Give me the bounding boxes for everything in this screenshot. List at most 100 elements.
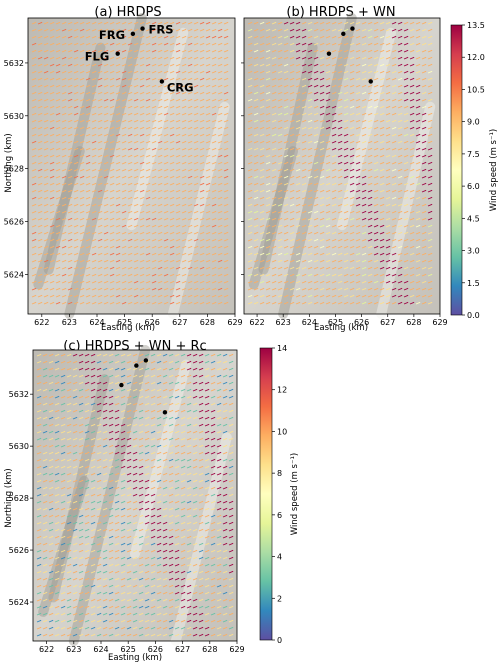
wind-vector	[259, 126, 265, 130]
wind-vector	[133, 119, 139, 123]
wind-vector	[174, 381, 180, 385]
wind-vector	[163, 98, 169, 102]
wind-vector	[168, 423, 174, 427]
wind-vector	[108, 444, 114, 448]
wind-vector	[79, 280, 85, 284]
wind-vector	[186, 605, 192, 609]
wind-vector	[114, 388, 120, 392]
wind-vector	[55, 70, 61, 74]
wind-vector	[192, 353, 198, 357]
wind-vector	[325, 21, 331, 25]
wind-vector	[127, 217, 133, 221]
x-tick-label: 626	[145, 318, 160, 327]
wind-vector	[84, 542, 90, 546]
wind-vector	[109, 133, 115, 137]
wind-vector	[367, 182, 373, 186]
wind-vector	[409, 217, 415, 221]
wind-vector	[66, 493, 72, 497]
wind-vector	[301, 196, 307, 200]
wind-vector	[144, 626, 150, 630]
wind-vector	[216, 409, 222, 413]
wind-vector	[217, 287, 223, 291]
wind-vector	[174, 500, 180, 504]
wind-vector	[67, 280, 73, 284]
wind-vector	[132, 416, 138, 420]
wind-vector	[397, 91, 403, 95]
wind-vector	[169, 175, 175, 179]
wind-vector	[403, 224, 409, 228]
wind-vector	[421, 42, 427, 46]
wind-vector	[247, 231, 253, 235]
wind-vector	[126, 444, 132, 448]
wind-vector	[174, 563, 180, 567]
wind-vector	[259, 182, 265, 186]
colorbar-tick-label: 12	[277, 386, 287, 395]
wind-vector	[277, 175, 283, 179]
wind-vector	[277, 133, 283, 137]
wind-vector	[150, 542, 156, 546]
wind-vector	[36, 542, 42, 546]
wind-vector	[91, 119, 97, 123]
wind-vector	[355, 175, 361, 179]
wind-vector	[216, 577, 222, 581]
y-tick-label: 5630	[9, 442, 29, 451]
wind-vector	[162, 423, 168, 427]
wind-vector	[385, 98, 391, 102]
wind-vector	[66, 486, 72, 490]
wind-vector	[151, 42, 157, 46]
wind-vector	[109, 280, 115, 284]
wind-vector	[216, 472, 222, 476]
wind-vector	[127, 112, 133, 116]
wind-vector	[175, 252, 181, 256]
wind-vector	[115, 28, 121, 32]
wind-vector	[211, 56, 217, 60]
wind-vector	[132, 570, 138, 574]
wind-vector	[253, 105, 259, 109]
wind-vector	[319, 91, 325, 95]
wind-vector	[397, 203, 403, 207]
wind-vector	[36, 619, 42, 623]
wind-vector	[361, 154, 367, 158]
wind-vector	[427, 217, 433, 221]
wind-vector	[175, 140, 181, 144]
wind-vector	[31, 168, 37, 172]
wind-vector	[96, 549, 102, 553]
wind-vector	[115, 175, 121, 179]
wind-vector	[198, 374, 204, 378]
wind-vector	[223, 49, 229, 53]
wind-vector	[217, 301, 223, 305]
wind-vector	[168, 570, 174, 574]
wind-vector	[132, 577, 138, 581]
wind-vector	[355, 105, 361, 109]
wind-vector	[36, 416, 42, 420]
wind-vector	[205, 126, 211, 130]
wind-vector	[204, 500, 210, 504]
wind-vector	[355, 182, 361, 186]
wind-vector	[265, 70, 271, 74]
wind-vector	[295, 280, 301, 284]
wind-vector	[144, 577, 150, 581]
wind-vector	[150, 605, 156, 609]
wind-vector	[319, 119, 325, 123]
wind-vector	[216, 479, 222, 483]
wind-vector	[277, 84, 283, 88]
wind-vector	[271, 301, 277, 305]
wind-vector	[66, 542, 72, 546]
wind-vector	[211, 266, 217, 270]
wind-vector	[79, 161, 85, 165]
wind-vector	[60, 605, 66, 609]
wind-vector	[126, 395, 132, 399]
wind-vector	[228, 633, 234, 637]
wind-vector	[79, 98, 85, 102]
wind-vector	[343, 161, 349, 165]
wind-vector	[67, 273, 73, 277]
wind-vector	[54, 486, 60, 490]
wind-vector	[247, 42, 253, 46]
wind-vector	[307, 301, 313, 305]
wind-vector	[403, 112, 409, 116]
wind-vector	[193, 91, 199, 95]
wind-vector	[43, 56, 49, 60]
wind-vector	[120, 374, 126, 378]
wind-vector	[199, 98, 205, 102]
wind-vector	[199, 140, 205, 144]
